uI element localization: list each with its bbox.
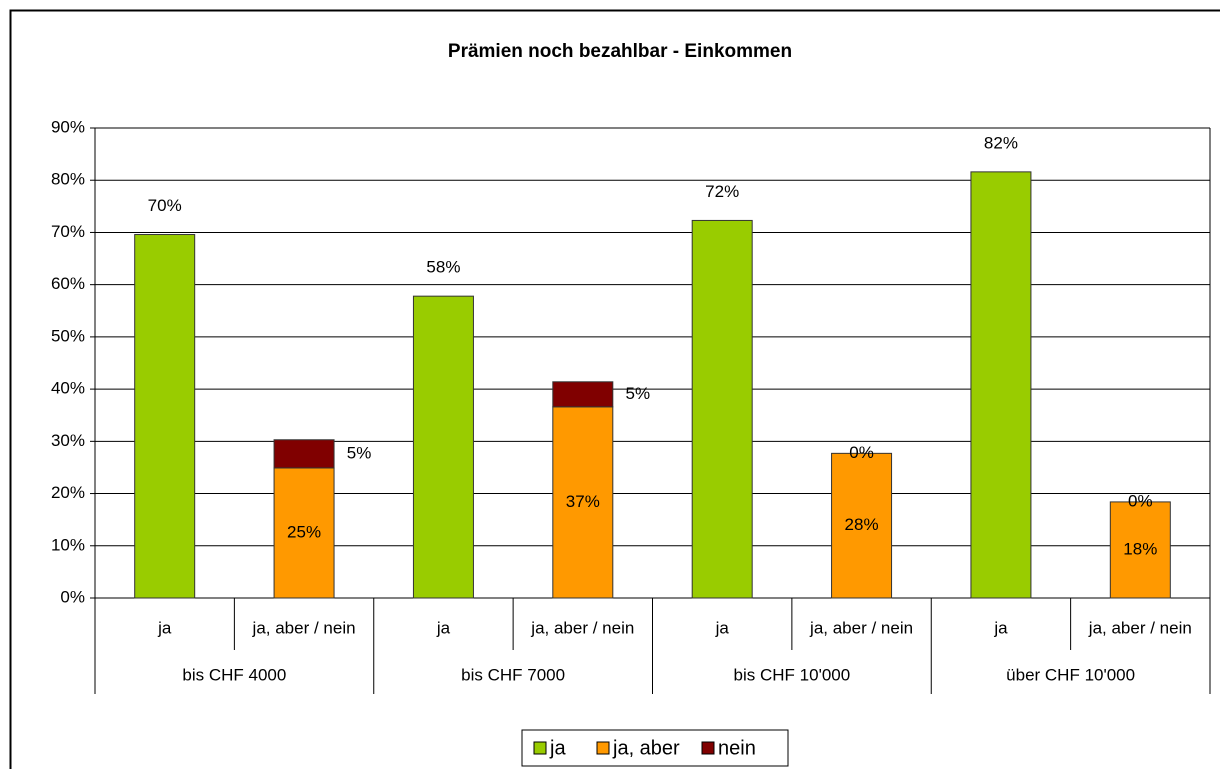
bar [1109, 501, 1171, 599]
x-tick-label: ja [436, 618, 451, 637]
chart-title: Prämien noch bezahlbar - Einkommen [448, 41, 792, 62]
group-label: bis CHF 7000 [461, 665, 565, 684]
legend-box [521, 729, 789, 767]
bar [691, 219, 753, 599]
y-tick-label: 50% [51, 326, 85, 345]
bar [552, 381, 614, 408]
y-tick-label: 80% [51, 170, 85, 189]
y-tick-label: 40% [51, 379, 85, 398]
bar [273, 439, 335, 469]
data-label: 72% [705, 182, 739, 201]
data-label: 70% [148, 196, 182, 215]
y-tick-label: 70% [51, 222, 85, 241]
legend-swatch [701, 741, 715, 755]
x-tick-label: ja [157, 618, 172, 637]
bar [412, 295, 474, 599]
data-label: 5% [626, 384, 651, 403]
data-label: 5% [347, 443, 372, 462]
bar [134, 234, 196, 599]
bar [970, 171, 1032, 599]
y-tick-label: 30% [51, 431, 85, 450]
legend-label: ja [549, 737, 566, 759]
y-tick-label: 20% [51, 483, 85, 502]
y-tick-label: 0% [60, 587, 85, 606]
legend-swatch [596, 741, 610, 755]
legend-label: ja, aber [612, 737, 680, 759]
data-label: 28% [845, 515, 879, 534]
data-label: 18% [1123, 539, 1157, 558]
x-tick-label: ja, aber / nein [530, 618, 634, 637]
y-tick-label: 10% [51, 535, 85, 554]
x-tick-label: ja, aber / nein [1088, 618, 1192, 637]
data-label: 82% [984, 133, 1018, 152]
data-label: 58% [426, 258, 460, 277]
group-label: bis CHF 10'000 [734, 665, 851, 684]
group-label: über CHF 10'000 [1006, 665, 1135, 684]
x-tick-label: ja [715, 618, 730, 637]
data-label: 0% [1128, 491, 1153, 510]
data-label: 25% [287, 522, 321, 541]
y-tick-label: 60% [51, 274, 85, 293]
group-label: bis CHF 4000 [182, 665, 286, 684]
legend-label: nein [718, 737, 756, 759]
y-tick-label: 90% [51, 117, 85, 136]
x-tick-label: ja [993, 618, 1008, 637]
bar [552, 406, 614, 599]
data-label: 0% [849, 443, 874, 462]
x-tick-label: ja, aber / nein [809, 618, 913, 637]
bar [831, 452, 893, 599]
bar [273, 467, 335, 599]
data-label: 37% [566, 492, 600, 511]
x-tick-label: ja, aber / nein [252, 618, 356, 637]
legend-swatch [533, 741, 547, 755]
